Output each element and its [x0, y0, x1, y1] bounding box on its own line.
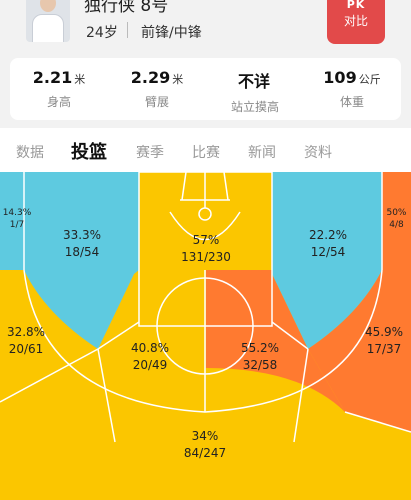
zone-pct: 34% — [191, 429, 219, 443]
physical-stats-card: 2.21 米 身高 2.29 米 臂展 不详 站立摸高 109 公斤 体重 — [10, 58, 401, 120]
zone-left-baseline-mid — [24, 172, 139, 349]
zone-pct: 32.8% — [6, 325, 46, 339]
stat-label: 站立摸高 — [230, 100, 279, 114]
stat-wingspan: 2.29 米 臂展 — [108, 68, 206, 110]
tab-profile[interactable]: 资料 — [304, 145, 332, 161]
zone-label-left-corner-three: 14.3% 1/7 — [0, 207, 34, 231]
stat-unit: 米 — [74, 73, 86, 86]
stat-value: 109 — [323, 68, 357, 87]
stat-value: 2.21 — [32, 68, 73, 87]
zone-label-top-three: 34% 84/247 — [170, 428, 240, 462]
zone-made: 17/37 — [366, 342, 402, 356]
zone-pct: 22.2% — [308, 228, 348, 242]
zone-pct: 55.2% — [240, 341, 280, 355]
tab-bar: 数据 投篮 赛季 比赛 新闻 资料 — [0, 128, 411, 172]
zone-left-corner-three — [0, 172, 24, 270]
player-name: 独行侠 8号 — [84, 0, 169, 16]
basket — [180, 172, 230, 221]
stat-unit: 米 — [172, 73, 184, 86]
zone-pct: 45.9% — [364, 325, 404, 339]
zone-right-wing-three — [308, 270, 411, 432]
zone-label-left-wing-three: 32.8% 20/61 — [0, 324, 52, 358]
tab-news[interactable]: 新闻 — [248, 145, 276, 161]
zone-made: 20/61 — [8, 342, 44, 356]
zone-made: 1/7 — [9, 220, 25, 230]
zone-label-right-wing-three: 45.9% 17/37 — [357, 324, 411, 358]
zone-pct: 33.3% — [62, 228, 102, 242]
zone-label-right-corner-three: 50% 4/8 — [382, 207, 411, 231]
zone-label-right-baseline: 22.2% 12/54 — [298, 227, 358, 261]
tab-season[interactable]: 赛季 — [136, 145, 164, 161]
tab-games[interactable]: 比赛 — [192, 145, 220, 161]
pk-compare-button[interactable]: PK 对比 — [327, 0, 385, 44]
zone-right-elbow-mid — [206, 270, 345, 412]
tab-shooting[interactable]: 投篮 — [71, 142, 107, 163]
zone-pct: 57% — [192, 233, 220, 247]
avatar-head — [40, 0, 56, 12]
zone-made: 84/247 — [183, 446, 227, 460]
zone-made: 131/230 — [181, 250, 231, 264]
stat-unit: 公斤 — [358, 73, 381, 86]
zone-made: 32/58 — [242, 358, 278, 372]
zone-made: 18/54 — [64, 245, 100, 259]
player-avatar — [26, 0, 70, 42]
stat-standing-reach: 不详 站立摸高 — [206, 68, 304, 115]
pk-text: PK — [346, 0, 366, 11]
stat-height: 2.21 米 身高 — [10, 68, 108, 110]
stat-value: 2.29 — [130, 68, 171, 87]
shot-chart-court: 14.3% 1/7 33.3% 18/54 57% 131/230 22.2% … — [0, 172, 411, 500]
stat-value: 不详 — [237, 72, 270, 91]
stat-weight: 109 公斤 体重 — [303, 68, 401, 110]
zone-label-paint: 57% 131/230 — [173, 232, 239, 266]
zone-right-baseline-mid — [272, 172, 382, 349]
zone-made: 20/49 — [132, 358, 168, 372]
player-header: 独行侠 8号 24岁 前锋/中锋 PK 对比 — [0, 0, 411, 58]
stat-label: 身高 — [46, 95, 71, 109]
stat-label: 臂展 — [144, 95, 169, 109]
tab-data[interactable]: 数据 — [16, 145, 44, 161]
player-position: 前锋/中锋 — [141, 25, 202, 41]
divider — [127, 22, 128, 38]
zone-pct: 14.3% — [2, 208, 32, 218]
zone-label-left-baseline: 33.3% 18/54 — [52, 227, 112, 261]
zone-label-left-elbow: 40.8% 20/49 — [122, 340, 178, 374]
stat-label: 体重 — [339, 95, 364, 109]
court-lines — [0, 172, 411, 443]
avatar-jersey — [32, 14, 64, 42]
zone-pct: 50% — [386, 208, 407, 218]
pk-label: 对比 — [343, 14, 368, 28]
zone-made: 12/54 — [310, 245, 346, 259]
zone-made: 4/8 — [389, 220, 404, 230]
player-age: 24岁 — [86, 25, 118, 41]
zone-pct: 40.8% — [130, 341, 170, 355]
zone-right-corner-three — [382, 172, 411, 270]
zone-label-right-elbow: 55.2% 32/58 — [232, 340, 288, 374]
court-zones — [0, 172, 411, 500]
